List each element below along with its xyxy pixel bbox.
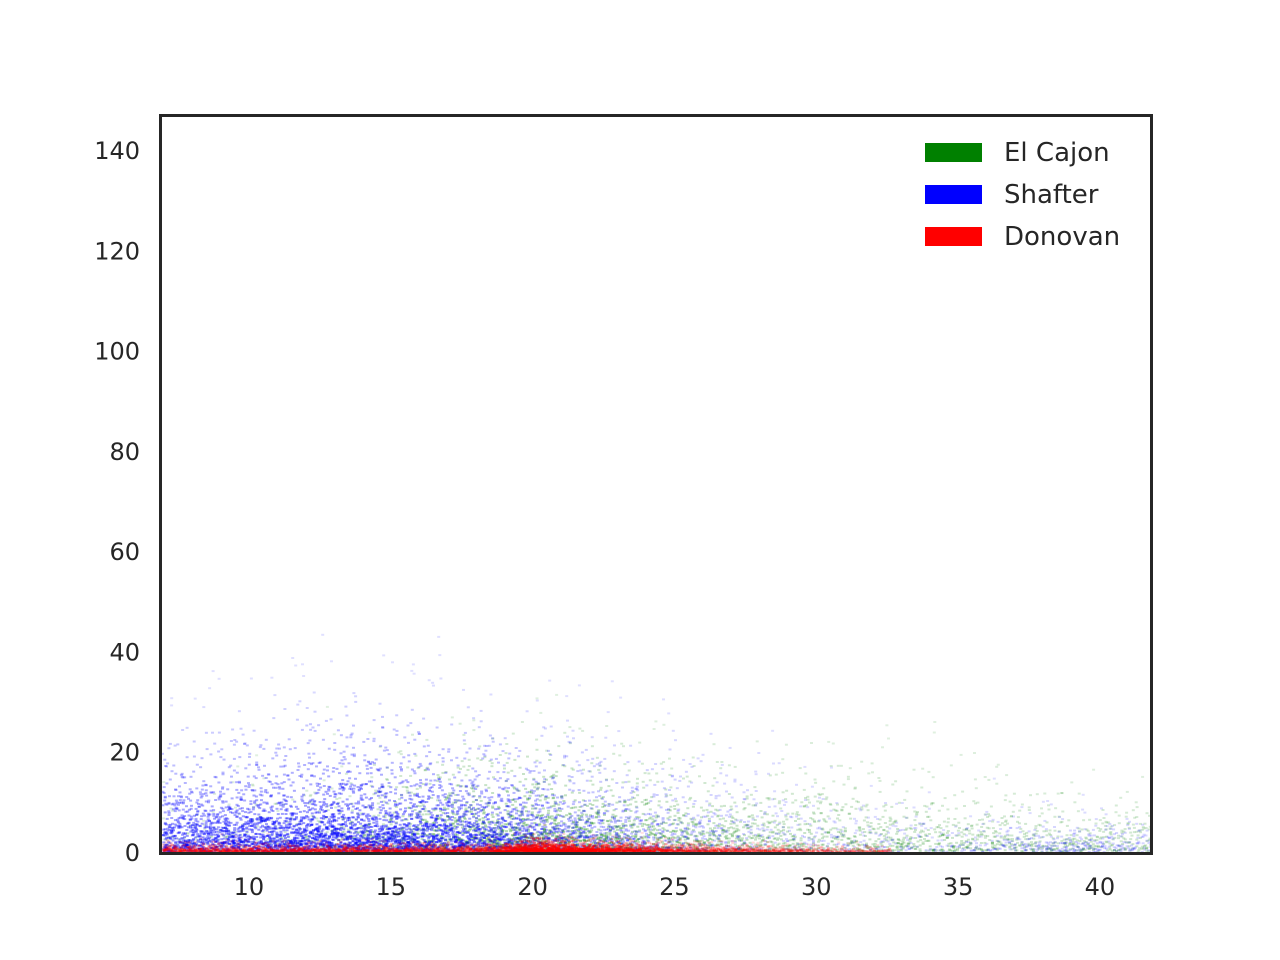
x-tick-label: 15 [375,873,406,901]
y-tick-label: 20 [109,739,140,767]
legend: El Cajon Shafter Donovan [925,138,1120,252]
y-tick-label: 100 [94,338,140,366]
density-layer [161,633,1151,853]
y-tick-label: 140 [94,137,140,165]
x-tick-label: 40 [1085,873,1116,901]
x-axis: 10 15 20 25 30 35 40 [234,873,1116,901]
y-tick-label: 60 [109,538,140,566]
legend-label: Donovan [1004,222,1120,252]
plot-frame [159,114,1153,855]
legend-label: El Cajon [1004,138,1110,168]
x-tick-label: 30 [801,873,832,901]
x-tick-label: 25 [659,873,690,901]
x-tick-label: 35 [943,873,974,901]
x-tick-label: 10 [234,873,265,901]
legend-swatch [925,185,982,204]
y-tick-label: 40 [109,638,140,666]
y-tick-label: 0 [125,839,140,867]
series-shafter [161,633,1151,853]
legend-swatch [925,227,982,246]
series-donovan [161,823,893,853]
y-tick-label: 80 [109,438,140,466]
series-el-cajon [162,693,1151,853]
x-tick-label: 20 [517,873,548,901]
legend-label: Shafter [1004,180,1099,210]
y-axis: 0 20 40 60 80 100 120 140 [94,137,140,867]
y-tick-label: 120 [94,237,140,265]
legend-swatch [925,143,982,162]
